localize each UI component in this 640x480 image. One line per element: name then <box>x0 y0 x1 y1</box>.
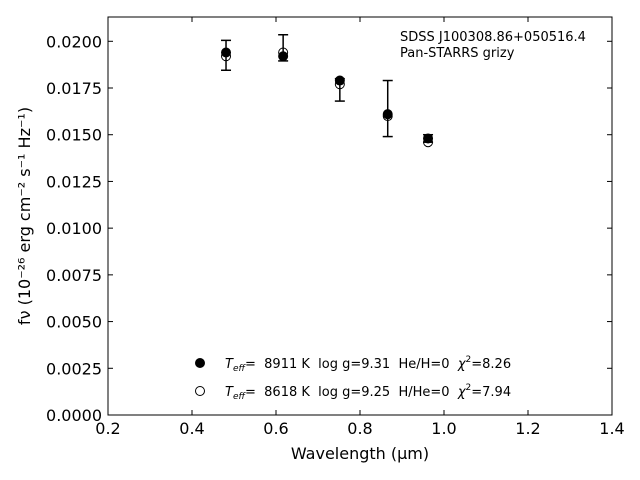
y-tick-label: 0.0000 <box>46 406 102 425</box>
x-axis-title: Wavelength (μm) <box>291 444 429 463</box>
model-point-open <box>334 79 345 90</box>
model-point-open <box>221 51 232 62</box>
y-tick-label: 0.0075 <box>46 266 102 285</box>
annotation-line-1: SDSS J100308.86+050516.4 <box>400 30 586 45</box>
model-point-filled <box>278 51 289 62</box>
data-points <box>221 47 434 148</box>
legend-marker-open-circle <box>195 386 205 396</box>
plot-frame <box>107 16 613 416</box>
model-point-open <box>278 47 289 58</box>
y-tick-label: 0.0200 <box>46 32 102 51</box>
model-point-filled <box>221 47 232 58</box>
y-tick-label: 0.0100 <box>46 219 102 238</box>
legend: Teff= 8911 K log g=9.31 He/H=0 χ2=8.26 T… <box>195 355 511 402</box>
x-tick-label: 0.8 <box>347 419 372 438</box>
x-tick-label: 0.6 <box>263 419 288 438</box>
legend-entry-1: Teff= 8911 K log g=9.31 He/H=0 χ2=8.26 <box>225 355 511 374</box>
y-axis-title: fν (10⁻²⁶ erg cm⁻² s⁻¹ Hz⁻¹) <box>15 107 34 325</box>
x-tick-label: 0.4 <box>179 419 204 438</box>
annotation-line-2: Pan-STARRS grizy <box>400 46 515 61</box>
legend-entry-2: Teff= 8618 K log g=9.25 H/He=0 χ2=7.94 <box>225 383 511 402</box>
x-tick-label: 1.4 <box>599 419 624 438</box>
y-tick-label: 0.0050 <box>46 313 102 332</box>
legend-marker-filled-circle <box>195 358 205 368</box>
model-point-filled <box>382 109 393 120</box>
model-point-filled <box>334 75 345 86</box>
y-tick-label: 0.0025 <box>46 359 102 378</box>
y-tick-label: 0.0150 <box>46 126 102 145</box>
x-tick-label: 0.2 <box>95 419 120 438</box>
ticks: 0.2 0.4 0.6 0.8 1.0 1.2 1.4 0.0000 0.0025 0.0050 0… <box>46 17 625 438</box>
x-tick-label: 1.2 <box>515 419 540 438</box>
y-tick-label: 0.0125 <box>46 172 102 191</box>
model-point-open <box>382 111 393 122</box>
x-tick-label: 1.0 <box>431 419 456 438</box>
error-bar <box>382 79 393 138</box>
model-point-filled <box>423 133 434 144</box>
y-tick-label: 0.0175 <box>46 79 102 98</box>
model-point-open <box>423 137 434 148</box>
